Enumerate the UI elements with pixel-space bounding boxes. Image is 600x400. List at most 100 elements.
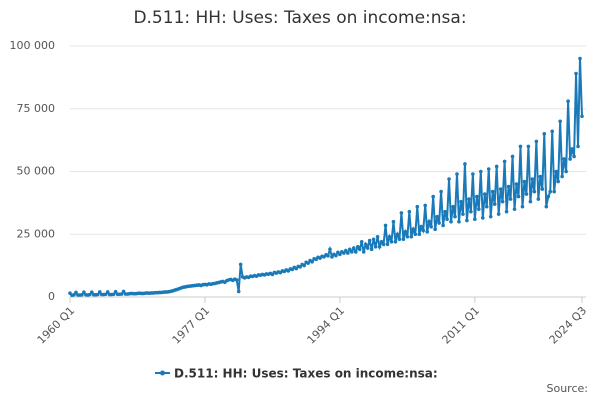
point [363, 242, 368, 247]
y-tick-label: 25 000 [17, 227, 56, 240]
point [433, 227, 437, 232]
point [526, 144, 531, 149]
point [471, 172, 475, 176]
point [373, 245, 378, 249]
point [310, 260, 314, 264]
point [467, 197, 471, 201]
point [548, 189, 553, 194]
point [562, 157, 566, 161]
point [504, 209, 509, 214]
point [451, 204, 455, 209]
point [496, 212, 501, 216]
point [353, 250, 358, 254]
point [544, 204, 549, 209]
point [371, 237, 376, 242]
point [546, 194, 551, 199]
point [566, 99, 570, 104]
point [381, 242, 386, 247]
point [349, 250, 354, 254]
point [302, 263, 306, 268]
line [69, 58, 583, 297]
point [486, 167, 491, 171]
point [334, 253, 338, 258]
point [554, 169, 559, 174]
point [576, 144, 580, 149]
point [500, 199, 505, 204]
point [453, 214, 457, 219]
point [359, 239, 364, 244]
point [455, 172, 459, 176]
point [488, 214, 493, 219]
point [417, 232, 422, 237]
point [463, 162, 467, 166]
point [346, 251, 350, 255]
point [542, 132, 547, 136]
point [411, 227, 416, 232]
y-tick-label: 75 000 [17, 102, 56, 115]
point [506, 184, 511, 189]
point [236, 289, 241, 294]
point [459, 199, 463, 204]
point [113, 289, 118, 294]
point [564, 169, 568, 174]
point [348, 247, 352, 252]
point [383, 223, 388, 228]
point [572, 154, 576, 159]
point [399, 211, 404, 215]
point [532, 189, 537, 194]
point [393, 239, 398, 244]
point [534, 139, 539, 144]
point [74, 290, 78, 295]
point [558, 119, 562, 124]
point [419, 224, 424, 229]
point [578, 56, 582, 61]
point [536, 197, 541, 201]
point [391, 219, 396, 224]
point [431, 194, 435, 199]
point [560, 174, 564, 179]
point [465, 218, 469, 223]
point [397, 237, 402, 242]
point [407, 209, 412, 214]
point [95, 292, 100, 297]
point [520, 204, 525, 209]
point [528, 199, 533, 204]
y-tick-label: 100 000 [10, 39, 56, 52]
point [490, 189, 495, 194]
point [441, 223, 445, 228]
point [238, 262, 243, 267]
point [367, 238, 372, 243]
point [429, 224, 433, 229]
point [552, 189, 557, 194]
point [395, 232, 400, 237]
point [482, 192, 487, 196]
point [508, 197, 513, 201]
point [518, 144, 523, 149]
point [409, 234, 414, 239]
point [361, 250, 366, 254]
point [90, 290, 94, 295]
point [475, 194, 479, 199]
point [435, 214, 439, 219]
point [538, 174, 543, 179]
point [413, 232, 418, 237]
point [510, 154, 515, 159]
point [512, 207, 517, 211]
point [524, 192, 529, 196]
point [484, 204, 489, 209]
point [516, 194, 521, 199]
y-tick-label: 50 000 [17, 165, 56, 178]
point [326, 254, 330, 258]
point [375, 234, 380, 239]
point [121, 289, 126, 294]
point [105, 290, 110, 294]
x-tick-label: 2024 Q3 [547, 304, 590, 347]
x-tick-label: 1994 Q1 [305, 304, 348, 347]
point [82, 290, 86, 295]
point [473, 217, 477, 221]
point [369, 247, 374, 252]
point [530, 177, 535, 181]
point [494, 164, 499, 169]
point [330, 255, 334, 259]
